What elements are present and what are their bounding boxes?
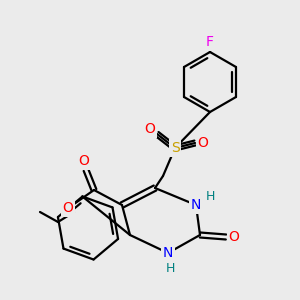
Text: N: N bbox=[163, 246, 173, 260]
Text: O: O bbox=[198, 136, 208, 150]
Text: H: H bbox=[165, 262, 175, 275]
Text: S: S bbox=[171, 141, 179, 155]
Text: O: O bbox=[79, 154, 89, 168]
Text: O: O bbox=[145, 122, 155, 136]
Text: F: F bbox=[206, 35, 214, 49]
Text: O: O bbox=[229, 230, 239, 244]
Text: N: N bbox=[191, 198, 201, 212]
Text: H: H bbox=[205, 190, 215, 203]
Text: O: O bbox=[63, 201, 74, 215]
